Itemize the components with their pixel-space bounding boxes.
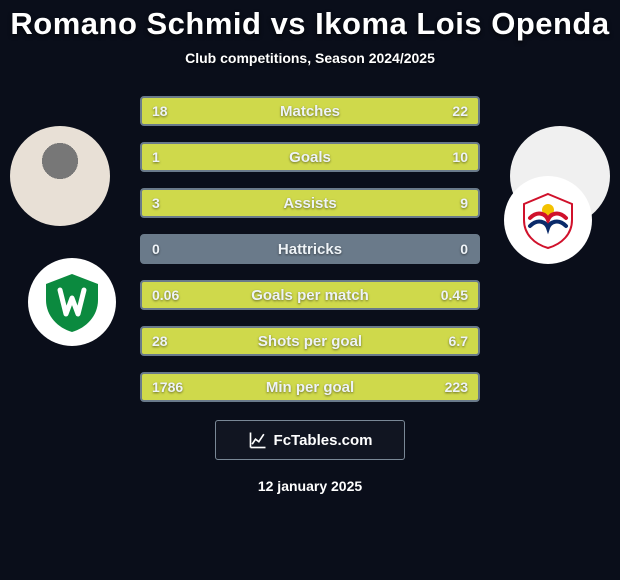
stat-row: 286.7Shots per goal — [140, 326, 480, 356]
stat-row: 00Hattricks — [140, 234, 480, 264]
stat-label: Goals per match — [142, 282, 478, 308]
page-title: Romano Schmid vs Ikoma Lois Openda — [0, 6, 620, 42]
stat-row: 0.060.45Goals per match — [140, 280, 480, 310]
subtitle: Club competitions, Season 2024/2025 — [0, 50, 620, 66]
stat-row: 1786223Min per goal — [140, 372, 480, 402]
comparison-card: Romano Schmid vs Ikoma Lois Openda Club … — [0, 0, 620, 580]
stat-label: Min per goal — [142, 374, 478, 400]
werder-crest-icon — [40, 270, 104, 334]
stat-label: Assists — [142, 190, 478, 216]
club-crest-right — [504, 176, 592, 264]
stats-bar-list: 1822Matches 110Goals 39Assists 00Hattricks 0… — [140, 96, 480, 402]
stat-row: 39Assists — [140, 188, 480, 218]
stat-row: 1822Matches — [140, 96, 480, 126]
rbleipzig-crest-icon — [516, 188, 580, 252]
club-crest-left — [28, 258, 116, 346]
generated-date: 12 january 2025 — [0, 478, 620, 494]
stat-label: Shots per goal — [142, 328, 478, 354]
stat-label: Goals — [142, 144, 478, 170]
brand-text: FcTables.com — [274, 432, 373, 449]
chart-icon — [248, 430, 268, 450]
avatar-left-player — [10, 126, 110, 226]
brand-box: FcTables.com — [215, 420, 405, 460]
stat-label: Hattricks — [142, 236, 478, 262]
stat-row: 110Goals — [140, 142, 480, 172]
stat-label: Matches — [142, 98, 478, 124]
